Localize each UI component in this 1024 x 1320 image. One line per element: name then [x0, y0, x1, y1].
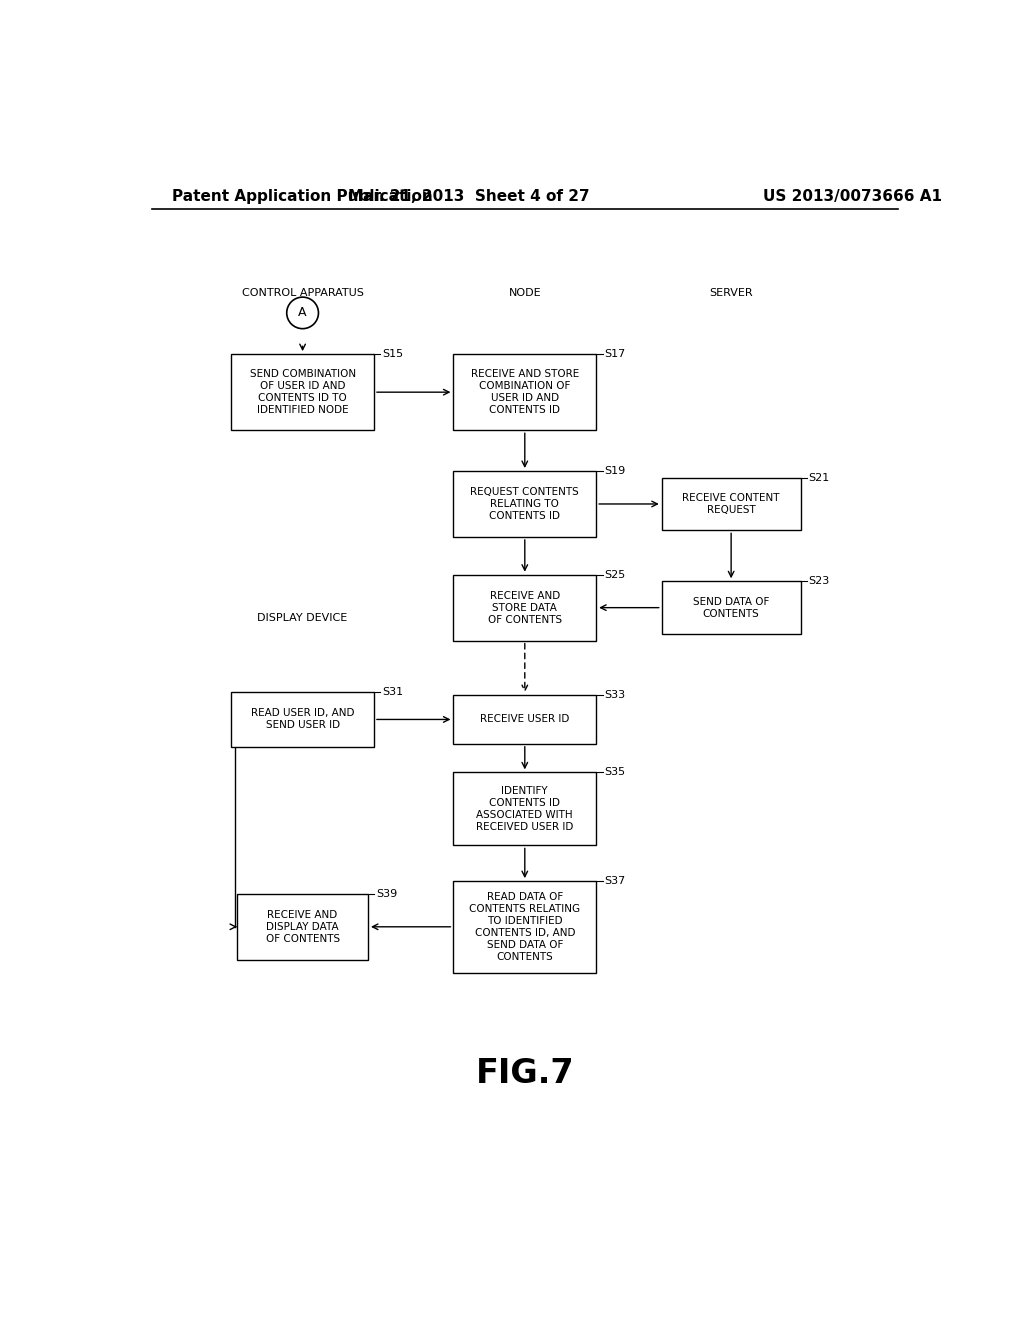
- Text: S15: S15: [382, 348, 403, 359]
- Text: S21: S21: [809, 473, 829, 483]
- Text: S23: S23: [809, 577, 829, 586]
- Text: SERVER: SERVER: [710, 288, 753, 297]
- Text: IDENTIFY
CONTENTS ID
ASSOCIATED WITH
RECEIVED USER ID: IDENTIFY CONTENTS ID ASSOCIATED WITH REC…: [476, 785, 573, 832]
- Text: DISPLAY DEVICE: DISPLAY DEVICE: [257, 612, 348, 623]
- FancyBboxPatch shape: [662, 581, 801, 634]
- Text: S35: S35: [604, 767, 626, 777]
- Text: S37: S37: [604, 876, 626, 886]
- FancyBboxPatch shape: [454, 696, 596, 744]
- Text: S19: S19: [604, 466, 626, 477]
- Text: RECEIVE AND STORE
COMBINATION OF
USER ID AND
CONTENTS ID: RECEIVE AND STORE COMBINATION OF USER ID…: [471, 370, 579, 416]
- Text: RECEIVE AND
STORE DATA
OF CONTENTS: RECEIVE AND STORE DATA OF CONTENTS: [487, 590, 562, 624]
- Text: FIG.7: FIG.7: [475, 1056, 574, 1090]
- FancyBboxPatch shape: [238, 894, 368, 960]
- FancyBboxPatch shape: [454, 574, 596, 640]
- FancyBboxPatch shape: [231, 354, 374, 430]
- Text: RECEIVE USER ID: RECEIVE USER ID: [480, 714, 569, 725]
- Text: US 2013/0073666 A1: US 2013/0073666 A1: [763, 189, 942, 203]
- Text: Mar. 21, 2013  Sheet 4 of 27: Mar. 21, 2013 Sheet 4 of 27: [348, 189, 590, 203]
- Text: S17: S17: [604, 348, 626, 359]
- Text: SEND DATA OF
CONTENTS: SEND DATA OF CONTENTS: [693, 597, 769, 619]
- FancyBboxPatch shape: [454, 354, 596, 430]
- Text: REQUEST CONTENTS
RELATING TO
CONTENTS ID: REQUEST CONTENTS RELATING TO CONTENTS ID: [470, 487, 580, 521]
- FancyBboxPatch shape: [454, 471, 596, 537]
- Text: RECEIVE AND
DISPLAY DATA
OF CONTENTS: RECEIVE AND DISPLAY DATA OF CONTENTS: [265, 909, 340, 944]
- Text: S33: S33: [604, 690, 626, 700]
- Text: Patent Application Publication: Patent Application Publication: [172, 189, 432, 203]
- Text: S31: S31: [382, 686, 403, 697]
- Text: RECEIVE CONTENT
REQUEST: RECEIVE CONTENT REQUEST: [682, 492, 780, 515]
- Text: READ DATA OF
CONTENTS RELATING
TO IDENTIFIED
CONTENTS ID, AND
SEND DATA OF
CONTE: READ DATA OF CONTENTS RELATING TO IDENTI…: [469, 892, 581, 962]
- Text: NODE: NODE: [509, 288, 541, 297]
- FancyBboxPatch shape: [662, 478, 801, 531]
- FancyBboxPatch shape: [454, 880, 596, 973]
- Text: S39: S39: [376, 888, 397, 899]
- Text: CONTROL APPARATUS: CONTROL APPARATUS: [242, 288, 364, 297]
- Text: S25: S25: [604, 570, 626, 579]
- Text: READ USER ID, AND
SEND USER ID: READ USER ID, AND SEND USER ID: [251, 709, 354, 730]
- FancyBboxPatch shape: [454, 772, 596, 846]
- FancyBboxPatch shape: [231, 692, 374, 747]
- Text: A: A: [298, 306, 307, 319]
- Text: SEND COMBINATION
OF USER ID AND
CONTENTS ID TO
IDENTIFIED NODE: SEND COMBINATION OF USER ID AND CONTENTS…: [250, 370, 355, 416]
